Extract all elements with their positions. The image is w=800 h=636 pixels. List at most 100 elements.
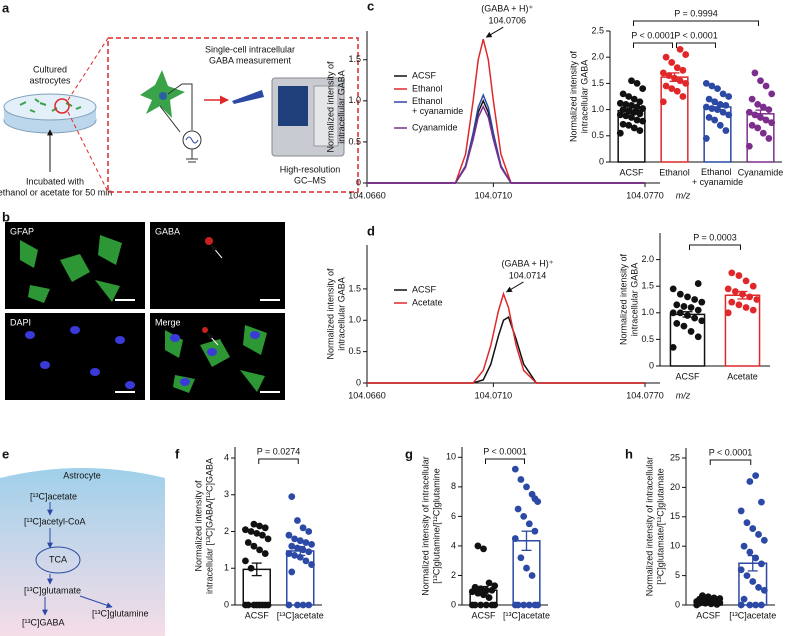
data-point	[755, 531, 762, 538]
data-point	[625, 93, 633, 100]
y-tick-label: 0	[675, 599, 680, 609]
arrow	[207, 333, 219, 346]
data-point	[616, 99, 624, 107]
y-axis-label: intracellular GABA	[629, 263, 639, 337]
data-point	[294, 601, 301, 609]
y-tick-label: 0	[599, 156, 604, 166]
panel-a: Cultured astrocytes Incubated with ethan…	[0, 37, 359, 197]
data-point	[749, 306, 757, 314]
data-point	[673, 87, 681, 95]
data-point	[616, 111, 624, 119]
data-point	[523, 564, 530, 572]
ground	[186, 149, 198, 163]
metabolite: [¹³C]glutamate	[24, 585, 81, 595]
data-point	[261, 524, 269, 532]
data-point	[746, 478, 754, 485]
data-point	[630, 124, 638, 132]
data-point	[746, 293, 754, 301]
data-point	[760, 586, 768, 594]
data-point	[746, 548, 754, 556]
data-point	[673, 320, 681, 327]
data-point	[752, 601, 760, 609]
y-tick-label: 10	[446, 452, 456, 462]
data-point	[737, 601, 745, 609]
data-point	[242, 526, 249, 534]
data-point	[636, 110, 644, 118]
significance-bracket	[689, 244, 741, 250]
x-tick-label: ACSF	[245, 610, 270, 620]
x-tick-label: 104.0660	[348, 390, 386, 400]
data-point	[302, 539, 310, 546]
data-point	[294, 517, 301, 524]
data-point	[742, 304, 750, 311]
data-point	[285, 601, 293, 609]
y-axis-label: intracellular GABA	[336, 277, 346, 351]
data-point	[694, 280, 702, 287]
data-point	[760, 536, 768, 544]
data-point	[749, 525, 757, 532]
data-point	[745, 108, 753, 116]
incubation-label: ethanol or acetate for 50 min	[0, 187, 112, 197]
data-point	[511, 535, 519, 542]
data-point	[716, 121, 724, 129]
panel-letter: f	[175, 446, 180, 461]
data-point	[285, 550, 293, 557]
data-point	[680, 322, 688, 330]
data-point	[694, 306, 702, 314]
y-tick-label: 1.0	[348, 315, 361, 325]
data-point	[639, 117, 647, 125]
data-point	[485, 579, 493, 587]
data-point	[256, 546, 263, 554]
data-point	[762, 82, 770, 90]
data-point	[659, 98, 667, 106]
data-point	[699, 592, 706, 599]
annotation-arrow	[505, 281, 524, 293]
data-point	[491, 601, 499, 609]
data-point	[517, 554, 525, 562]
data-point	[676, 309, 684, 317]
cell-body	[0, 468, 165, 636]
data-point	[291, 535, 298, 543]
data-point	[253, 529, 261, 537]
data-point	[256, 522, 263, 530]
data-point	[302, 557, 310, 565]
data-point	[684, 293, 691, 301]
data-point	[514, 601, 522, 609]
data-point	[749, 578, 757, 585]
y-axis-label: intracellular GABA	[336, 70, 346, 144]
data-point	[694, 333, 702, 341]
y-tick-label: 0	[356, 177, 361, 187]
data-point	[259, 601, 266, 609]
image-label: Merge	[155, 317, 181, 327]
data-point	[288, 568, 296, 576]
y-tick-label: 0.5	[348, 136, 361, 146]
data-point	[630, 95, 638, 103]
data-point	[740, 595, 748, 603]
data-point	[752, 472, 760, 480]
significance-bracket	[258, 458, 299, 464]
dish-label: Cultured	[33, 64, 67, 74]
data-point	[628, 102, 635, 109]
panel-b: GFAP GABA DAPI Merge	[5, 222, 285, 400]
data-point	[748, 121, 756, 129]
data-point	[669, 309, 677, 317]
data-point	[639, 105, 647, 112]
data-point	[619, 90, 627, 98]
data-point	[520, 601, 528, 609]
data-point	[676, 45, 684, 53]
y-tick-label: 6	[451, 511, 456, 521]
data-point	[525, 601, 533, 609]
spectrum-line	[367, 316, 645, 384]
data-point	[511, 465, 519, 473]
p-value: P < 0.0001	[483, 446, 527, 456]
y-tick-label: 5	[675, 570, 680, 580]
data-point	[244, 539, 252, 546]
panel-letter: e	[2, 446, 9, 461]
data-point	[711, 98, 719, 106]
y-axis-label: Normalized intensity of	[325, 61, 335, 153]
data-point	[471, 583, 479, 591]
arrow	[79, 595, 113, 609]
y-axis-label: Normalized intensity of	[193, 480, 203, 572]
data-point	[735, 272, 743, 279]
p-value: P < 0.0001	[631, 30, 675, 40]
